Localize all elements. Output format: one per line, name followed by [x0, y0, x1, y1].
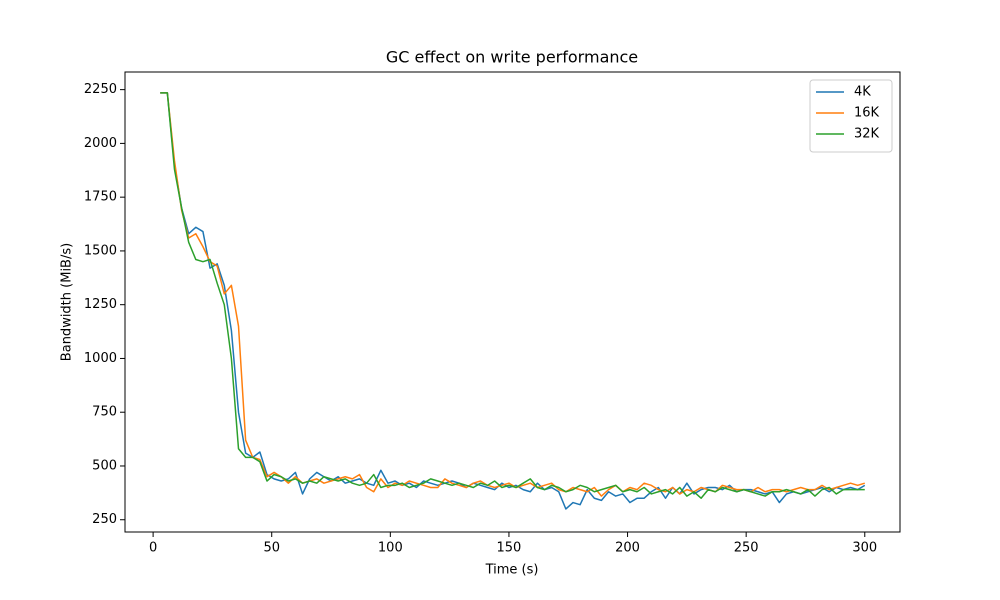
y-tick-label: 1750: [84, 190, 117, 205]
y-tick-label: 1250: [84, 297, 117, 312]
chart-title: GC effect on write performance: [386, 48, 638, 67]
y-tick-label: 750: [92, 405, 117, 420]
legend-label: 4K: [854, 85, 871, 100]
x-tick-label: 50: [263, 541, 280, 556]
y-tick-label: 250: [92, 512, 117, 527]
legend-box: [809, 79, 893, 153]
data-line: [160, 92, 865, 499]
y-tick-label: 1500: [84, 243, 117, 258]
y-tick-label: 2000: [84, 136, 117, 151]
y-tick-label: 2250: [84, 82, 117, 97]
x-tick-label: 300: [852, 541, 877, 556]
y-tick-label: 1000: [84, 351, 117, 366]
x-tick-label: 100: [378, 541, 403, 556]
y-tick-label: 500: [92, 458, 117, 473]
y-axis-label: Bandwidth (MiB/s): [60, 243, 75, 361]
legend-label: 32K: [854, 127, 880, 142]
x-tick-label: 0: [149, 541, 157, 556]
x-tick-label: 200: [615, 541, 640, 556]
legend-label: 16K: [854, 106, 880, 121]
plot-frame: [124, 71, 901, 533]
x-axis-label: Time (s): [485, 563, 539, 578]
x-tick-label: 250: [734, 541, 759, 556]
x-tick-label: 150: [497, 541, 522, 556]
